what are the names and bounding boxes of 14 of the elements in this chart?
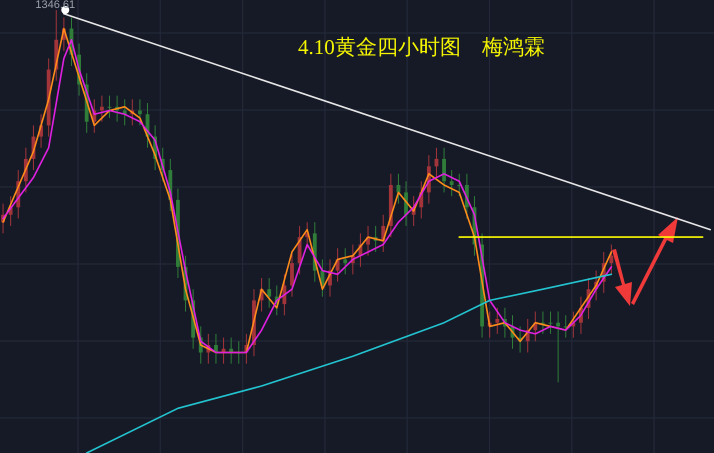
candlestick bbox=[548, 311, 552, 334]
candlestick bbox=[290, 251, 294, 298]
candlestick bbox=[108, 95, 112, 118]
candlestick bbox=[541, 311, 545, 334]
candlestick bbox=[556, 311, 560, 383]
candlestick bbox=[138, 98, 142, 126]
candlestick bbox=[450, 170, 454, 197]
text: 4.10黄金四小时图 梅鸿霖 bbox=[298, 35, 545, 59]
candlestick bbox=[267, 278, 272, 308]
candlestick bbox=[100, 95, 104, 122]
annotation: 1346.61 bbox=[35, 0, 76, 11]
candlestick bbox=[396, 173, 400, 204]
candlestick bbox=[434, 147, 438, 178]
candlestick bbox=[442, 147, 446, 193]
